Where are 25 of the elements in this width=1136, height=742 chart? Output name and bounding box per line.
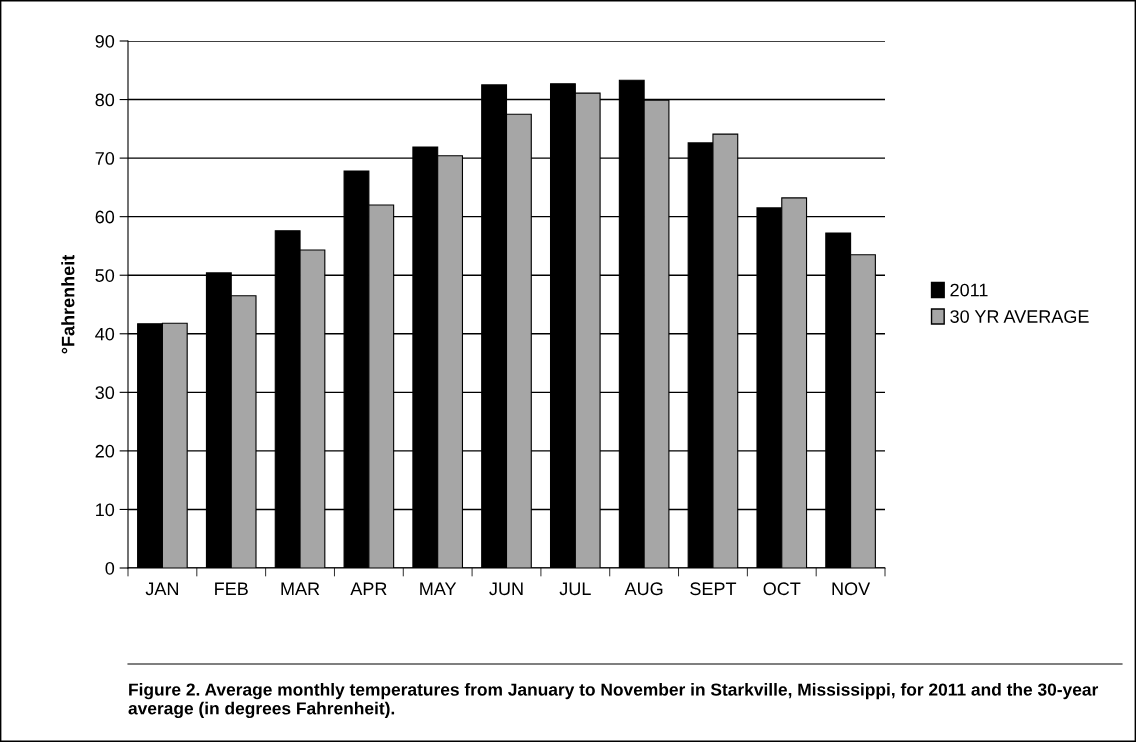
legend-label: 30 YR AVERAGE [950,310,1089,323]
legend-label: 2011 [950,283,988,297]
x-tick-label: FEB [215,582,248,595]
y-tick-label: 40 [95,327,115,341]
x-tick-label: APR [350,582,387,595]
x-tick-label: MAY [420,582,457,595]
y-axis-title: °Fahrenheit [61,254,75,354]
x-tick-label: JUL [559,582,591,596]
x-tick-label: JUN [489,582,523,596]
y-tick-label: 10 [96,503,115,517]
y-tick-label: 80 [95,93,115,107]
y-tick-label: 60 [95,210,115,224]
x-tick-label: AUG [624,582,663,596]
x-tick-label: NOV [832,582,871,596]
y-tick-label: 30 [95,386,115,400]
caption: Figure 2. Average monthly temperatures from January to November in Starkville, Mississippi, for 2011 and the 30-year average (in degrees Fahrenheit). [128,683,1099,719]
x-tick-label: OCT [763,582,801,596]
x-tick-label: JAN [145,582,178,596]
y-tick-label: 90 [95,34,115,48]
y-tick-label: 0 [105,561,115,575]
y-tick-label: 20 [95,444,115,458]
x-tick-label: SEPT [690,582,737,596]
y-tick-label: 70 [95,152,115,165]
x-tick-label: MAR [281,582,320,595]
y-tick-label: 50 [95,269,115,282]
